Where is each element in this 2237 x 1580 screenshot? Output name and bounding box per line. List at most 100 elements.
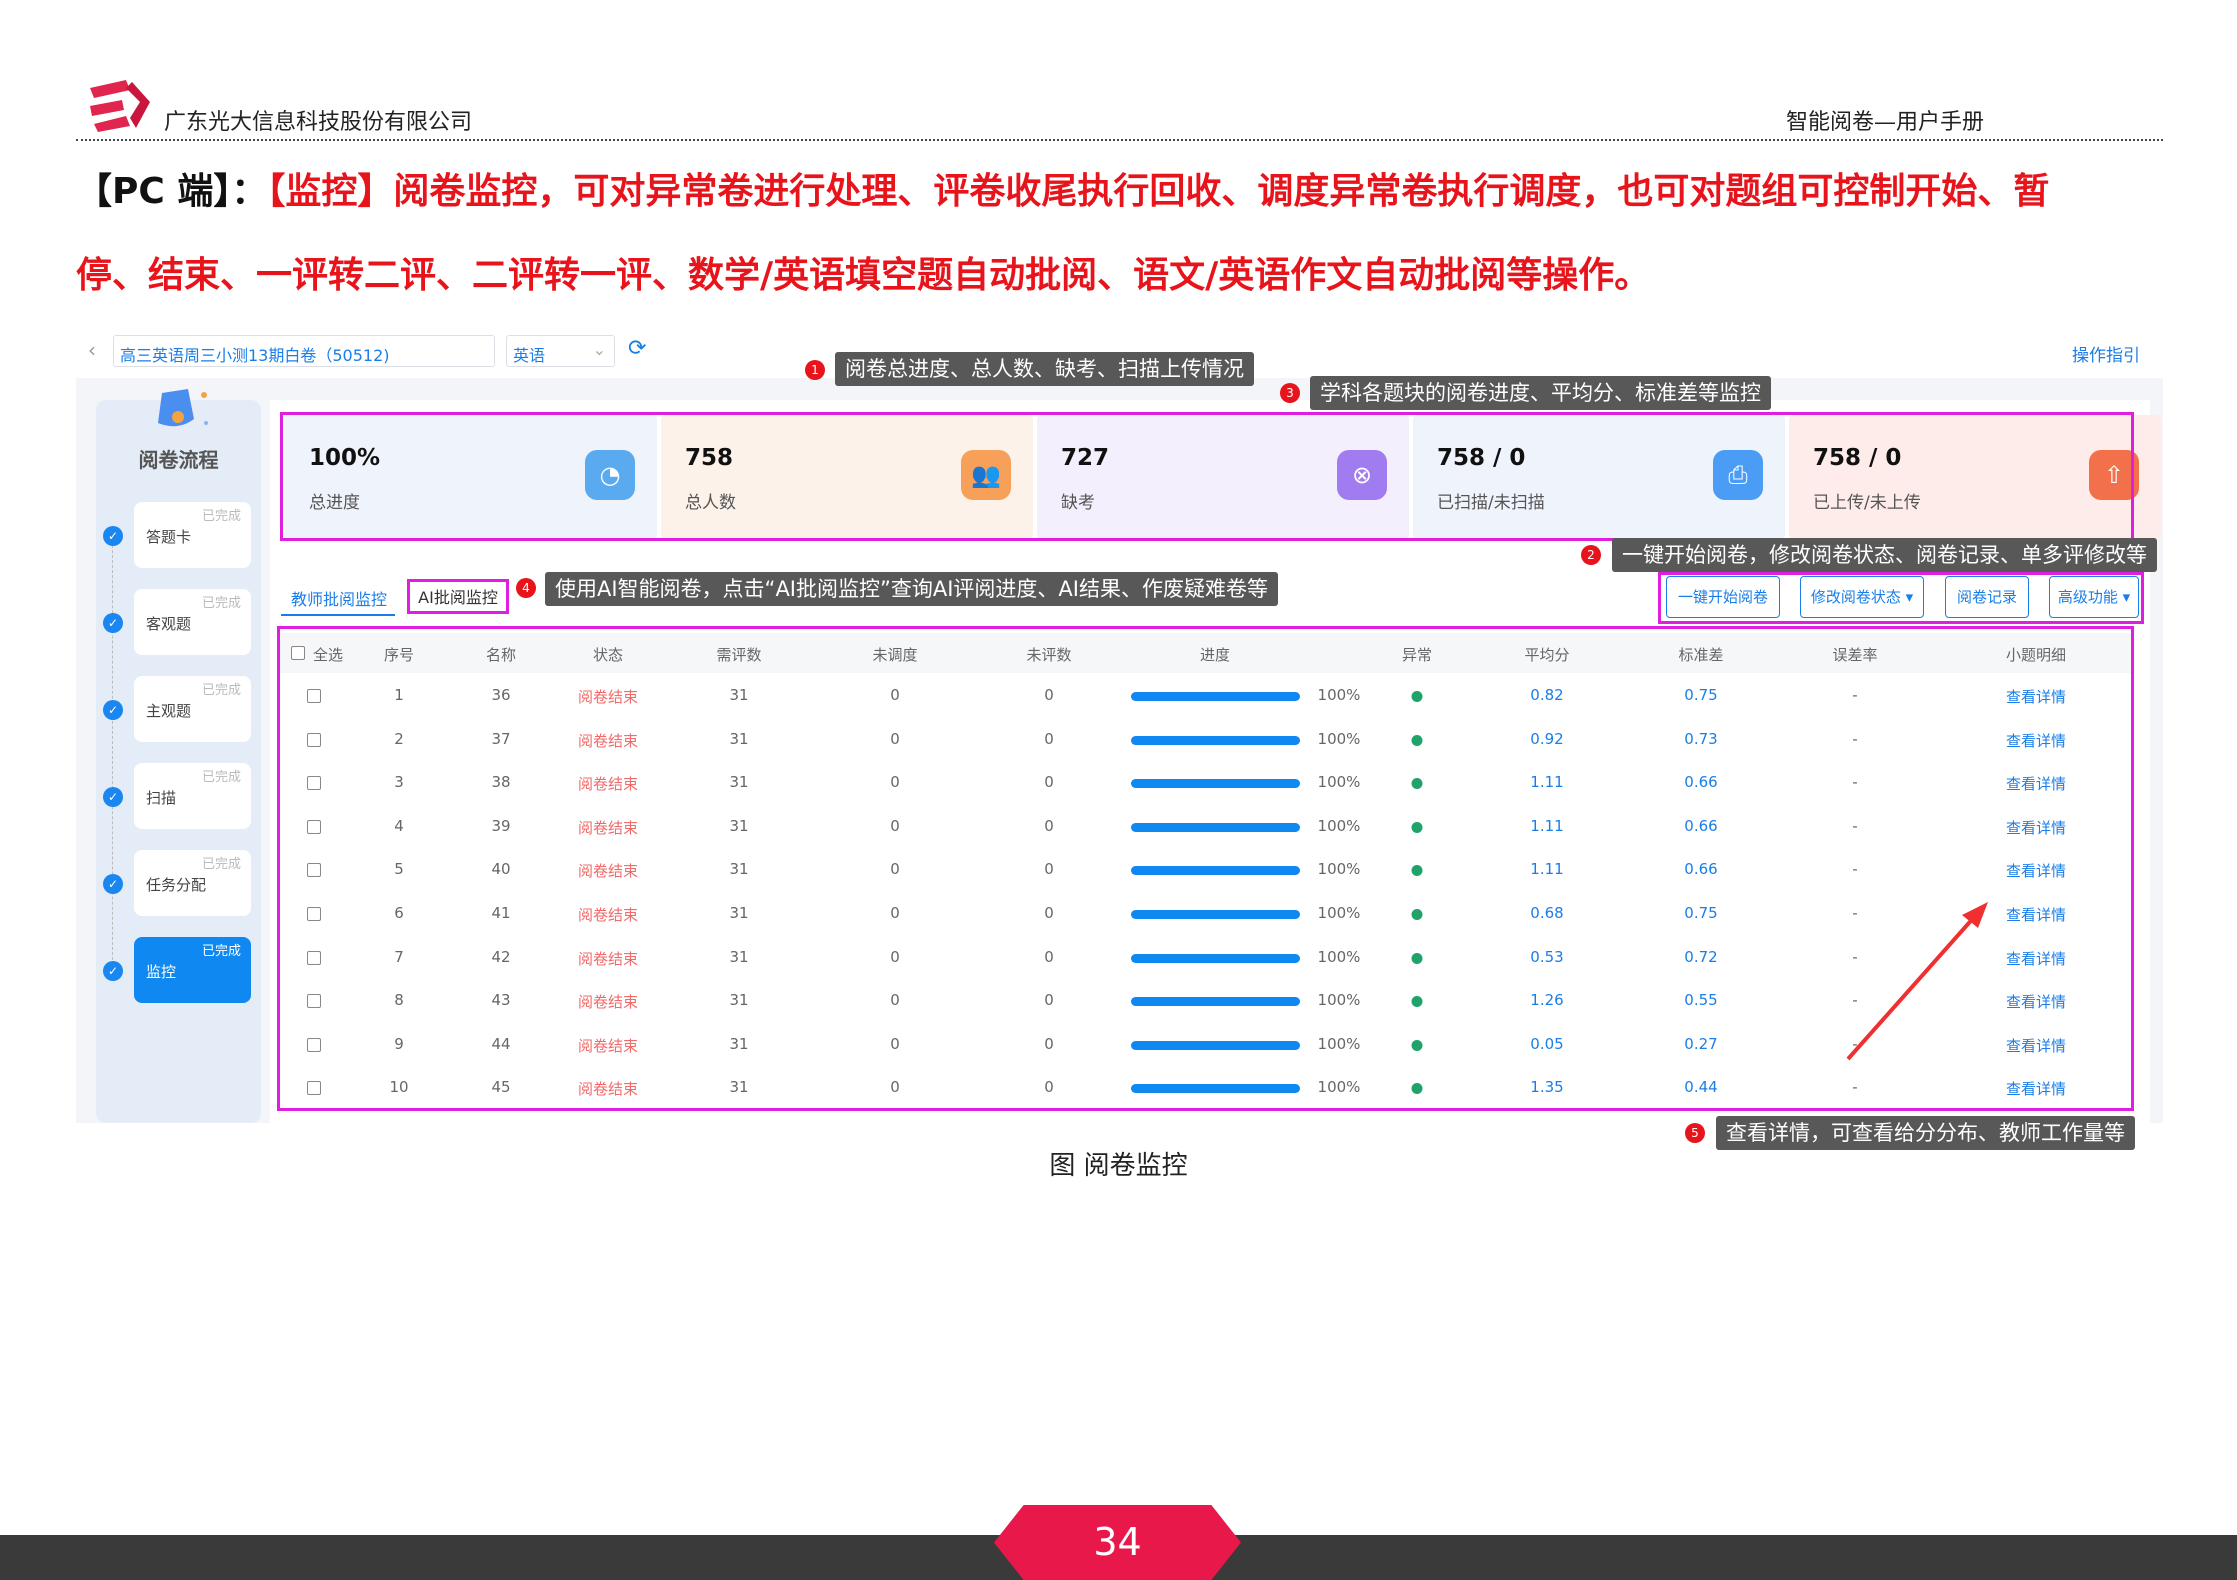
column-header: 未调度	[872, 646, 918, 664]
view-details-link[interactable]: 查看详情	[2005, 731, 2067, 750]
row-index: 2	[394, 729, 404, 748]
stat-card: 727 缺考 ⊗	[1037, 415, 1409, 539]
row-name: 37	[491, 729, 511, 748]
row-name: 44	[491, 1034, 511, 1053]
highlight-stats	[280, 412, 2134, 541]
view-details-link[interactable]: 查看详情	[2005, 1080, 2067, 1099]
row-checkbox[interactable]	[307, 907, 321, 921]
flow-step[interactable]: 已完成 主观题	[134, 676, 251, 742]
error-rate: -	[1852, 816, 1858, 835]
row-checkbox[interactable]	[307, 950, 321, 965]
row-checkbox[interactable]	[307, 689, 321, 703]
error-rate: -	[1852, 686, 1858, 704]
change-status-button[interactable]: 修改阅卷状态 ▾	[1800, 576, 1924, 618]
subject-select[interactable]: 英语 ⌄	[506, 335, 615, 367]
refresh-icon[interactable]: ⟳	[628, 336, 647, 361]
average-score: 1.35	[1530, 1078, 1564, 1097]
progress-bar	[1131, 779, 1300, 789]
view-details-link[interactable]: 查看详情	[2005, 818, 2067, 837]
average-score: 1.11	[1530, 773, 1564, 792]
subject-value: 英语	[513, 346, 546, 365]
row-name: 42	[491, 947, 511, 966]
status-dot-icon	[1411, 734, 1423, 746]
step-status: 已完成	[201, 944, 241, 959]
unassigned-count: 0	[890, 686, 900, 704]
average-score: 0.53	[1530, 947, 1564, 966]
exam-selector[interactable]: 高三英语周三小测13期白卷（50512)	[113, 335, 495, 367]
unmarked-count: 0	[1044, 947, 1054, 966]
marking-record-button[interactable]: 阅卷记录	[1945, 576, 2029, 618]
flow-step[interactable]: 已完成 客观题	[134, 589, 251, 655]
error-rate: -	[1852, 729, 1858, 748]
row-checkbox[interactable]	[307, 776, 321, 791]
unmarked-count: 0	[1044, 816, 1054, 835]
status-text: 阅卷结束	[577, 688, 639, 706]
flow-step[interactable]: 已完成 任务分配	[134, 850, 251, 916]
view-details-link[interactable]: 查看详情	[2005, 775, 2067, 794]
stat-label: 总进度	[309, 493, 360, 513]
guide-link[interactable]: 操作指引	[2072, 346, 2140, 366]
progress-bar	[1131, 910, 1300, 919]
progress-bar	[1131, 866, 1300, 876]
unmarked-count: 0	[1044, 1034, 1054, 1053]
company-name: 广东光大信息科技股份有限公司	[164, 110, 473, 135]
users-check-icon: 👥	[961, 450, 1011, 500]
row-name: 36	[491, 686, 511, 704]
row-checkbox[interactable]	[307, 819, 321, 834]
unmarked-count: 0	[1044, 686, 1054, 704]
stat-card: 758 / 0 已扫描/未扫描 ⎙	[1413, 415, 1785, 539]
std-deviation: 0.75	[1684, 686, 1718, 704]
column-header: 标准差	[1678, 646, 1724, 664]
view-details-link[interactable]: 查看详情	[2005, 1036, 2067, 1055]
tab-ai-monitor[interactable]: AI批阅监控	[407, 579, 509, 614]
view-details-link[interactable]: 查看详情	[2005, 688, 2067, 706]
intro-line-1: 【PC 端】：【监控】阅卷监控，可对异常卷进行处理、评卷收尾执行回收、调度异常卷…	[76, 162, 2166, 214]
status-dot-icon	[1411, 996, 1423, 1008]
step-status: 已完成	[201, 770, 241, 785]
step-status: 已完成	[201, 509, 241, 524]
callout-number: 2	[1581, 545, 1601, 565]
start-marking-button[interactable]: 一键开始阅卷	[1666, 576, 1780, 618]
column-header: 误差率	[1832, 646, 1878, 664]
step-status: 已完成	[201, 683, 241, 698]
flow-step[interactable]: 已完成 扫描	[134, 763, 251, 829]
row-index: 7	[394, 947, 404, 966]
step-check-icon: ✓	[103, 874, 123, 894]
view-details-link[interactable]: 查看详情	[2005, 949, 2067, 968]
unassigned-count: 0	[890, 1078, 900, 1097]
callout-number: 4	[516, 578, 536, 598]
row-index: 5	[394, 860, 404, 879]
row-checkbox[interactable]	[307, 1081, 321, 1096]
row-name: 39	[491, 816, 511, 835]
view-details-link[interactable]: 查看详情	[2005, 862, 2067, 881]
flow-step[interactable]: 已完成 答题卡	[134, 502, 251, 568]
column-header: 全选	[312, 646, 344, 664]
status-dot-icon	[1411, 778, 1423, 790]
row-name: 38	[491, 773, 511, 792]
callout-tooltip: 查看详情，可查看给分分布、教师工作量等	[1716, 1116, 2135, 1150]
unmarked-count: 0	[1044, 729, 1054, 748]
view-details-link[interactable]: 查看详情	[2005, 993, 2067, 1012]
row-checkbox[interactable]	[307, 994, 321, 1009]
stat-card: 100% 总进度 ◔	[285, 415, 657, 539]
row-index: 8	[394, 991, 404, 1010]
flow-step[interactable]: 已完成 监控	[134, 937, 251, 1003]
tab-teacher-monitor[interactable]: 教师批阅监控	[291, 590, 388, 609]
std-deviation: 0.44	[1684, 1078, 1718, 1097]
row-checkbox[interactable]	[307, 1037, 321, 1052]
required-count: 31	[729, 729, 749, 748]
progress-percent: 100%	[1317, 947, 1361, 966]
callout-tooltip: 使用AI智能阅卷，点击“AI批阅监控”查询AI评阅进度、AI结果、作废疑难卷等	[545, 572, 1278, 606]
unassigned-count: 0	[890, 729, 900, 748]
select-all-checkbox[interactable]	[291, 646, 305, 660]
row-checkbox[interactable]	[307, 863, 321, 878]
progress-bar	[1131, 822, 1300, 832]
required-count: 31	[729, 860, 749, 879]
view-details-link[interactable]: 查看详情	[2005, 906, 2067, 924]
user-x-icon: ⊗	[1337, 450, 1387, 500]
row-checkbox[interactable]	[307, 732, 321, 747]
status-text: 阅卷结束	[577, 1036, 639, 1055]
stat-value: 758 / 0	[1813, 445, 1902, 471]
back-arrow-icon[interactable]: ‹	[88, 338, 96, 362]
advanced-button[interactable]: 高级功能 ▾	[2049, 576, 2139, 618]
